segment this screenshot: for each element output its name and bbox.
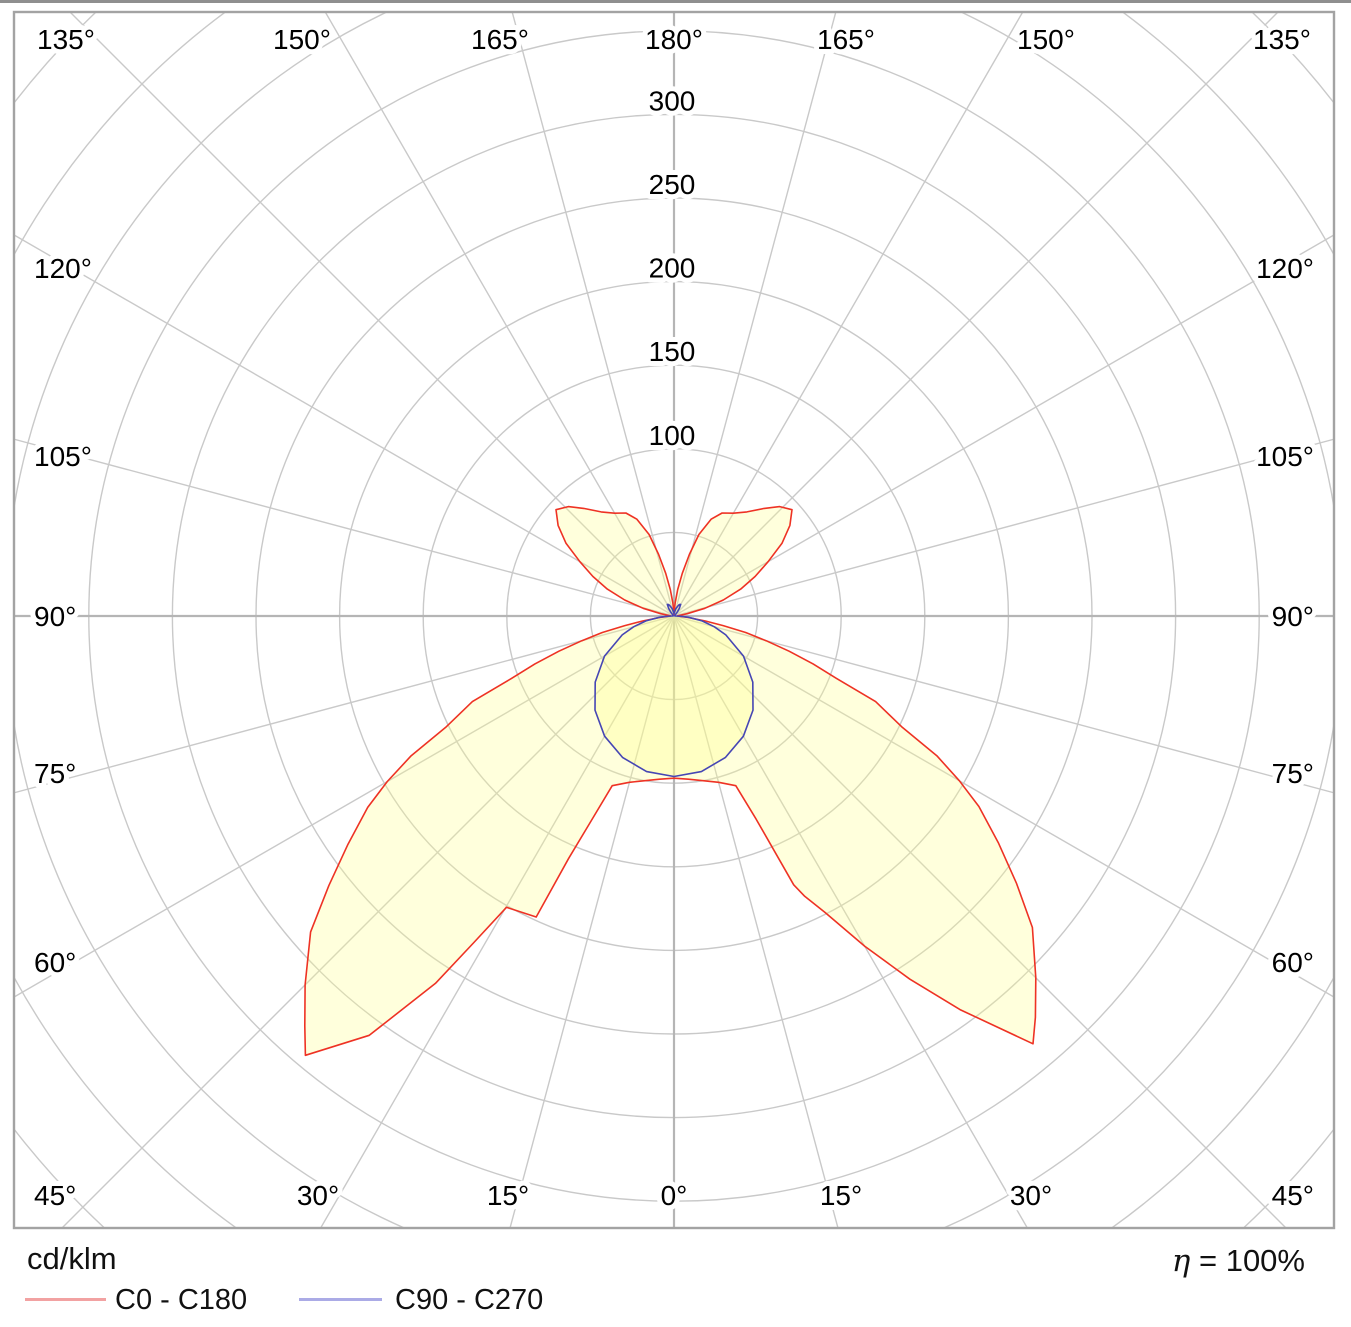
grid-spoke	[324, 12, 675, 617]
angle-label: 75°	[34, 758, 76, 789]
unit-label: cd/klm	[27, 1241, 117, 1276]
c90-c270-curve	[594, 603, 754, 778]
angle-label: 135°	[37, 24, 95, 55]
angle-label: 60°	[34, 947, 76, 978]
grid-spoke	[673, 615, 1334, 794]
curves	[304, 505, 1037, 1057]
grid-spoke	[509, 615, 675, 1228]
top-border	[0, 0, 1351, 3]
ring-label: 150	[649, 336, 696, 367]
ring-label: 300	[649, 85, 696, 116]
grid-spoke	[673, 12, 837, 617]
angle-label: 165°	[471, 24, 529, 55]
grid-spoke	[673, 12, 1279, 617]
angle-label: 120°	[1256, 253, 1314, 284]
ring-label: 250	[649, 169, 696, 200]
grid-spoke	[69, 12, 675, 617]
ring-label: 200	[649, 253, 696, 284]
angle-label: 150°	[273, 24, 331, 55]
ring-label: 100	[649, 420, 696, 451]
legend-label-c90: C90 - C270	[395, 1284, 544, 1316]
angle-label: 30°	[1010, 1180, 1052, 1211]
grid-spoke	[14, 615, 675, 794]
legend-line-c0-icon	[25, 1298, 106, 1301]
angle-label: 90°	[34, 601, 76, 632]
angle-label: 45°	[1272, 1180, 1314, 1211]
legend-label-c0: C0 - C180	[115, 1284, 248, 1316]
eta-value: = 100%	[1198, 1243, 1305, 1278]
c90-c270-fill	[595, 604, 753, 777]
grid-spoke	[673, 615, 839, 1228]
grid-spoke	[673, 234, 1334, 617]
grid-spoke	[673, 615, 1334, 998]
labels: 100 150 200 250 300 135° 150° 165° 180° 165° 150° 1…	[29, 19, 1319, 1216]
plot-frame	[12, 10, 1336, 1230]
grid-spoke	[673, 615, 1287, 1228]
angle-label: 60°	[1272, 947, 1314, 978]
angle-label: 90°	[1272, 601, 1314, 632]
legend-line-c90-icon	[299, 1298, 382, 1301]
grid-spoke	[673, 12, 1024, 617]
grid-spoke	[319, 615, 675, 1228]
angle-label: 0°	[661, 1180, 688, 1211]
grid-spoke	[673, 615, 1029, 1228]
angle-label: 15°	[487, 1180, 529, 1211]
eta-symbol: η	[1171, 1243, 1191, 1279]
angle-label: 105°	[1256, 441, 1314, 472]
angle-label: 180°	[645, 24, 703, 55]
grid-spoke	[14, 438, 675, 617]
angle-label: 105°	[34, 441, 92, 472]
grid-spoke	[14, 615, 675, 998]
grid-spoke	[14, 234, 675, 617]
grid-spoke	[673, 438, 1334, 617]
efficiency-label: η = 100%	[1172, 1243, 1305, 1279]
c0-c180-fill	[304, 506, 1036, 1056]
angle-label: 150°	[1017, 24, 1075, 55]
angle-label: 135°	[1253, 24, 1311, 55]
angle-label: 165°	[817, 24, 875, 55]
grid-spoke	[511, 12, 675, 617]
angle-label: 15°	[820, 1180, 862, 1211]
angle-label: 45°	[34, 1180, 76, 1211]
angle-label: 120°	[34, 253, 92, 284]
grid-spoke	[61, 615, 675, 1228]
angle-label: 75°	[1272, 758, 1314, 789]
angle-label: 30°	[297, 1180, 339, 1211]
